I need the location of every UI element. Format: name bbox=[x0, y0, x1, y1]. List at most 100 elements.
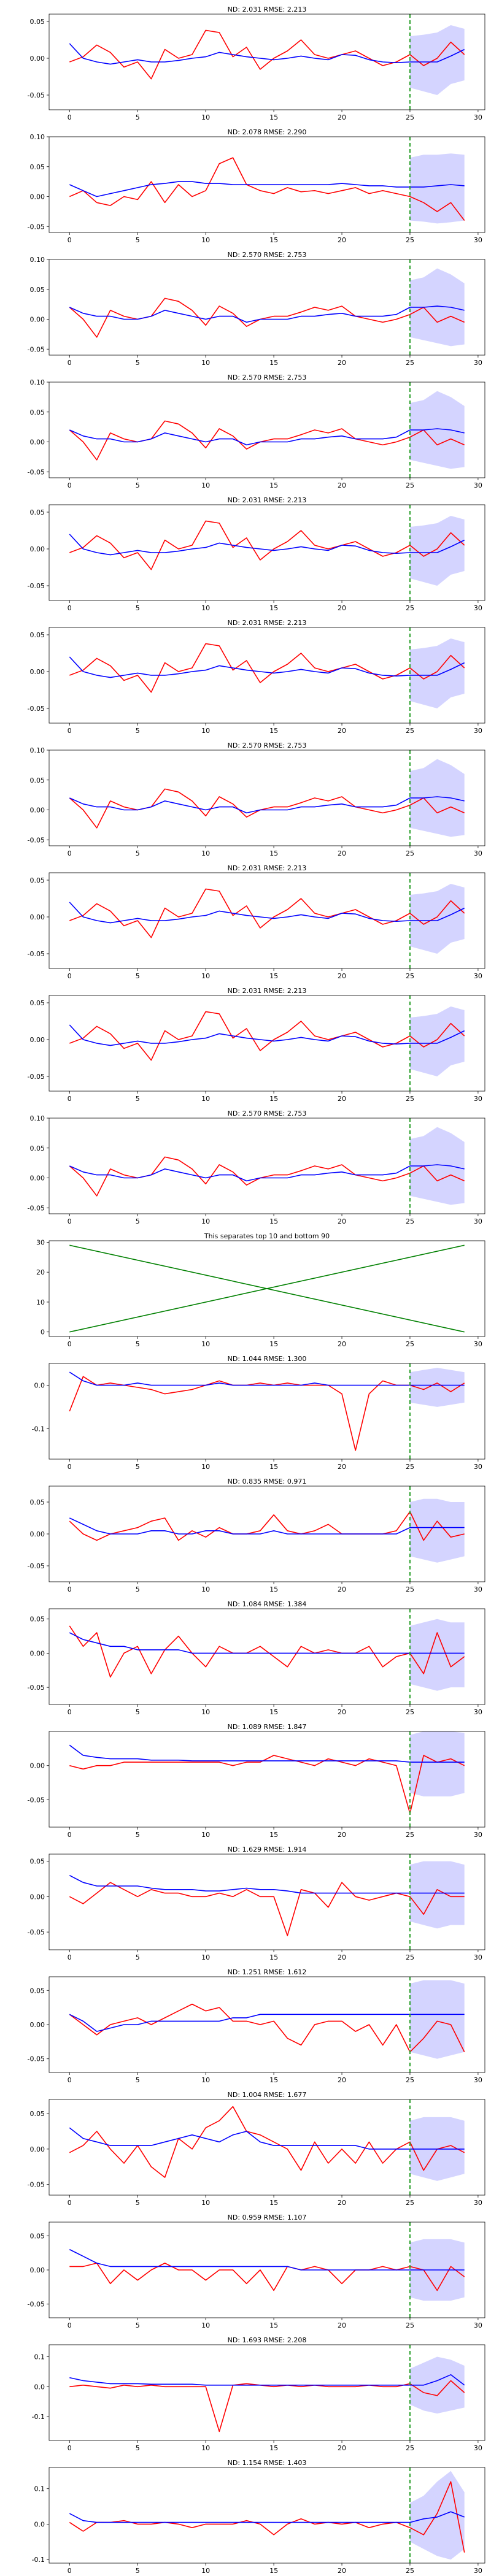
y-tick-label: -0.05 bbox=[28, 950, 45, 958]
x-tick-label: 5 bbox=[136, 2076, 140, 2084]
actual-series-line bbox=[69, 1755, 465, 1814]
x-tick-label: 0 bbox=[68, 1340, 72, 1348]
y-tick-label: 0.10 bbox=[30, 1114, 45, 1122]
x-tick-label: 30 bbox=[474, 2199, 482, 2207]
x-tick-label: 20 bbox=[338, 849, 346, 857]
x-tick-label: 30 bbox=[474, 2567, 482, 2575]
plot-frame bbox=[48, 627, 485, 724]
y-tick-label: 20 bbox=[36, 1268, 45, 1276]
x-tick-label: 0 bbox=[68, 2076, 72, 2084]
subplot-5: ND: 2.031 RMSE: 2.213 0 5 10 15 20 25 30 -0.05 0.… bbox=[28, 496, 485, 612]
x-tick-label: 10 bbox=[201, 1095, 210, 1103]
x-tick-label: 15 bbox=[269, 113, 278, 121]
uncertainty-band bbox=[410, 884, 465, 954]
x-tick-label: 10 bbox=[201, 1831, 210, 1839]
actual-series-line bbox=[69, 157, 465, 221]
x-tick-label: 30 bbox=[474, 1340, 482, 1348]
subplot-title: ND: 2.570 RMSE: 2.753 bbox=[228, 251, 307, 259]
x-tick-label: 30 bbox=[474, 1585, 482, 1593]
x-tick-label: 15 bbox=[269, 2321, 278, 2329]
x-tick-label: 25 bbox=[406, 236, 414, 244]
y-tick-label: 10 bbox=[36, 1298, 45, 1306]
x-tick-label: 5 bbox=[136, 727, 140, 735]
x-tick-label: 20 bbox=[338, 2076, 346, 2084]
subplot-title: ND: 2.031 RMSE: 2.213 bbox=[228, 864, 307, 872]
x-tick-label: 0 bbox=[68, 1585, 72, 1593]
x-tick-label: 10 bbox=[201, 481, 210, 489]
uncertainty-band bbox=[410, 638, 465, 708]
subplot-20: ND: 1.693 RMSE: 2.208 0 5 10 15 20 25 30 -0.1 0.0… bbox=[32, 2336, 485, 2452]
x-tick-label: 20 bbox=[338, 1831, 346, 1839]
y-tick-label: 0.10 bbox=[30, 746, 45, 754]
subplot-title: ND: 1.004 RMSE: 1.677 bbox=[228, 2091, 307, 2099]
uncertainty-band bbox=[410, 516, 465, 586]
x-tick-label: 20 bbox=[338, 113, 346, 121]
forecast-series-line bbox=[69, 2127, 465, 2150]
x-tick-label: 20 bbox=[338, 2199, 346, 2207]
y-tick-label: -0.1 bbox=[32, 2413, 45, 2421]
x-tick-label: 15 bbox=[269, 1463, 278, 1471]
x-tick-label: 5 bbox=[136, 1953, 140, 1961]
uncertainty-band bbox=[410, 1980, 465, 2059]
forecast-series-line bbox=[69, 2374, 465, 2386]
x-tick-label: 25 bbox=[406, 2199, 414, 2207]
plot-frame bbox=[48, 13, 485, 110]
x-tick-label: 0 bbox=[68, 1095, 72, 1103]
subplot-title: ND: 2.031 RMSE: 2.213 bbox=[228, 987, 307, 995]
y-tick-label: 0.00 bbox=[30, 545, 45, 553]
x-tick-label: 20 bbox=[338, 1953, 346, 1961]
forecast-series-line bbox=[69, 305, 465, 323]
y-tick-label: 0.05 bbox=[30, 1498, 45, 1506]
forecast-series-line bbox=[69, 181, 465, 197]
y-tick-label: -0.05 bbox=[28, 1562, 45, 1570]
subplot-title: ND: 2.570 RMSE: 2.753 bbox=[228, 742, 307, 749]
x-tick-label: 30 bbox=[474, 972, 482, 980]
plot-frame bbox=[48, 872, 485, 969]
y-tick-label: 0.10 bbox=[30, 378, 45, 386]
subplot-9: ND: 2.031 RMSE: 2.213 0 5 10 15 20 25 30 -0.05 0.… bbox=[28, 987, 485, 1103]
forecast-series-line bbox=[69, 1371, 465, 1386]
x-tick-label: 10 bbox=[201, 1340, 210, 1348]
x-tick-label: 15 bbox=[269, 604, 278, 612]
y-tick-label: 0.05 bbox=[30, 876, 45, 884]
forecast-series-line bbox=[69, 534, 465, 556]
x-tick-label: 25 bbox=[406, 113, 414, 121]
x-tick-label: 20 bbox=[338, 1585, 346, 1593]
x-tick-label: 15 bbox=[269, 1585, 278, 1593]
y-tick-label: 0.05 bbox=[30, 2232, 45, 2240]
subplot-11: This separates top 10 and bottom 90 0 5 10 1… bbox=[36, 1232, 485, 1348]
y-tick-label: 0.10 bbox=[30, 133, 45, 141]
y-tick-label: 0.00 bbox=[30, 913, 45, 921]
y-tick-label: -0.05 bbox=[28, 2055, 45, 2063]
actual-series-line bbox=[69, 1882, 465, 1936]
x-tick-label: 10 bbox=[201, 1953, 210, 1961]
plot-frame bbox=[48, 1117, 485, 1214]
y-tick-label: 0.05 bbox=[30, 1144, 45, 1152]
x-tick-label: 30 bbox=[474, 481, 482, 489]
actual-series-line bbox=[69, 520, 465, 570]
x-tick-label: 15 bbox=[269, 1953, 278, 1961]
x-tick-label: 0 bbox=[68, 727, 72, 735]
y-tick-label: -0.05 bbox=[28, 91, 45, 99]
y-tick-label: 0.00 bbox=[30, 2145, 45, 2153]
x-tick-label: 5 bbox=[136, 1708, 140, 1716]
x-tick-label: 5 bbox=[136, 2444, 140, 2452]
x-tick-label: 5 bbox=[136, 1463, 140, 1471]
subplot-title: ND: 1.693 RMSE: 2.208 bbox=[228, 2336, 307, 2344]
y-tick-label: -0.05 bbox=[28, 836, 45, 844]
x-tick-label: 0 bbox=[68, 359, 72, 367]
x-tick-label: 25 bbox=[406, 1340, 414, 1348]
x-tick-label: 5 bbox=[136, 481, 140, 489]
subplot-12: ND: 1.044 RMSE: 1.300 0 5 10 15 20 25 30 -0.1 0.0 bbox=[32, 1355, 485, 1471]
x-tick-label: 10 bbox=[201, 1217, 210, 1225]
x-tick-label: 20 bbox=[338, 972, 346, 980]
subplot-title: This separates top 10 and bottom 90 bbox=[204, 1232, 330, 1240]
x-tick-label: 10 bbox=[201, 236, 210, 244]
x-tick-label: 15 bbox=[269, 481, 278, 489]
x-tick-label: 20 bbox=[338, 1217, 346, 1225]
subplot-10: ND: 2.570 RMSE: 2.753 0 5 10 15 20 25 30 -0.05 0.… bbox=[28, 1110, 485, 1225]
x-tick-label: 30 bbox=[474, 359, 482, 367]
x-tick-label: 0 bbox=[68, 481, 72, 489]
actual-series-line bbox=[69, 1625, 465, 1678]
y-tick-label: 0.05 bbox=[30, 1987, 45, 1995]
